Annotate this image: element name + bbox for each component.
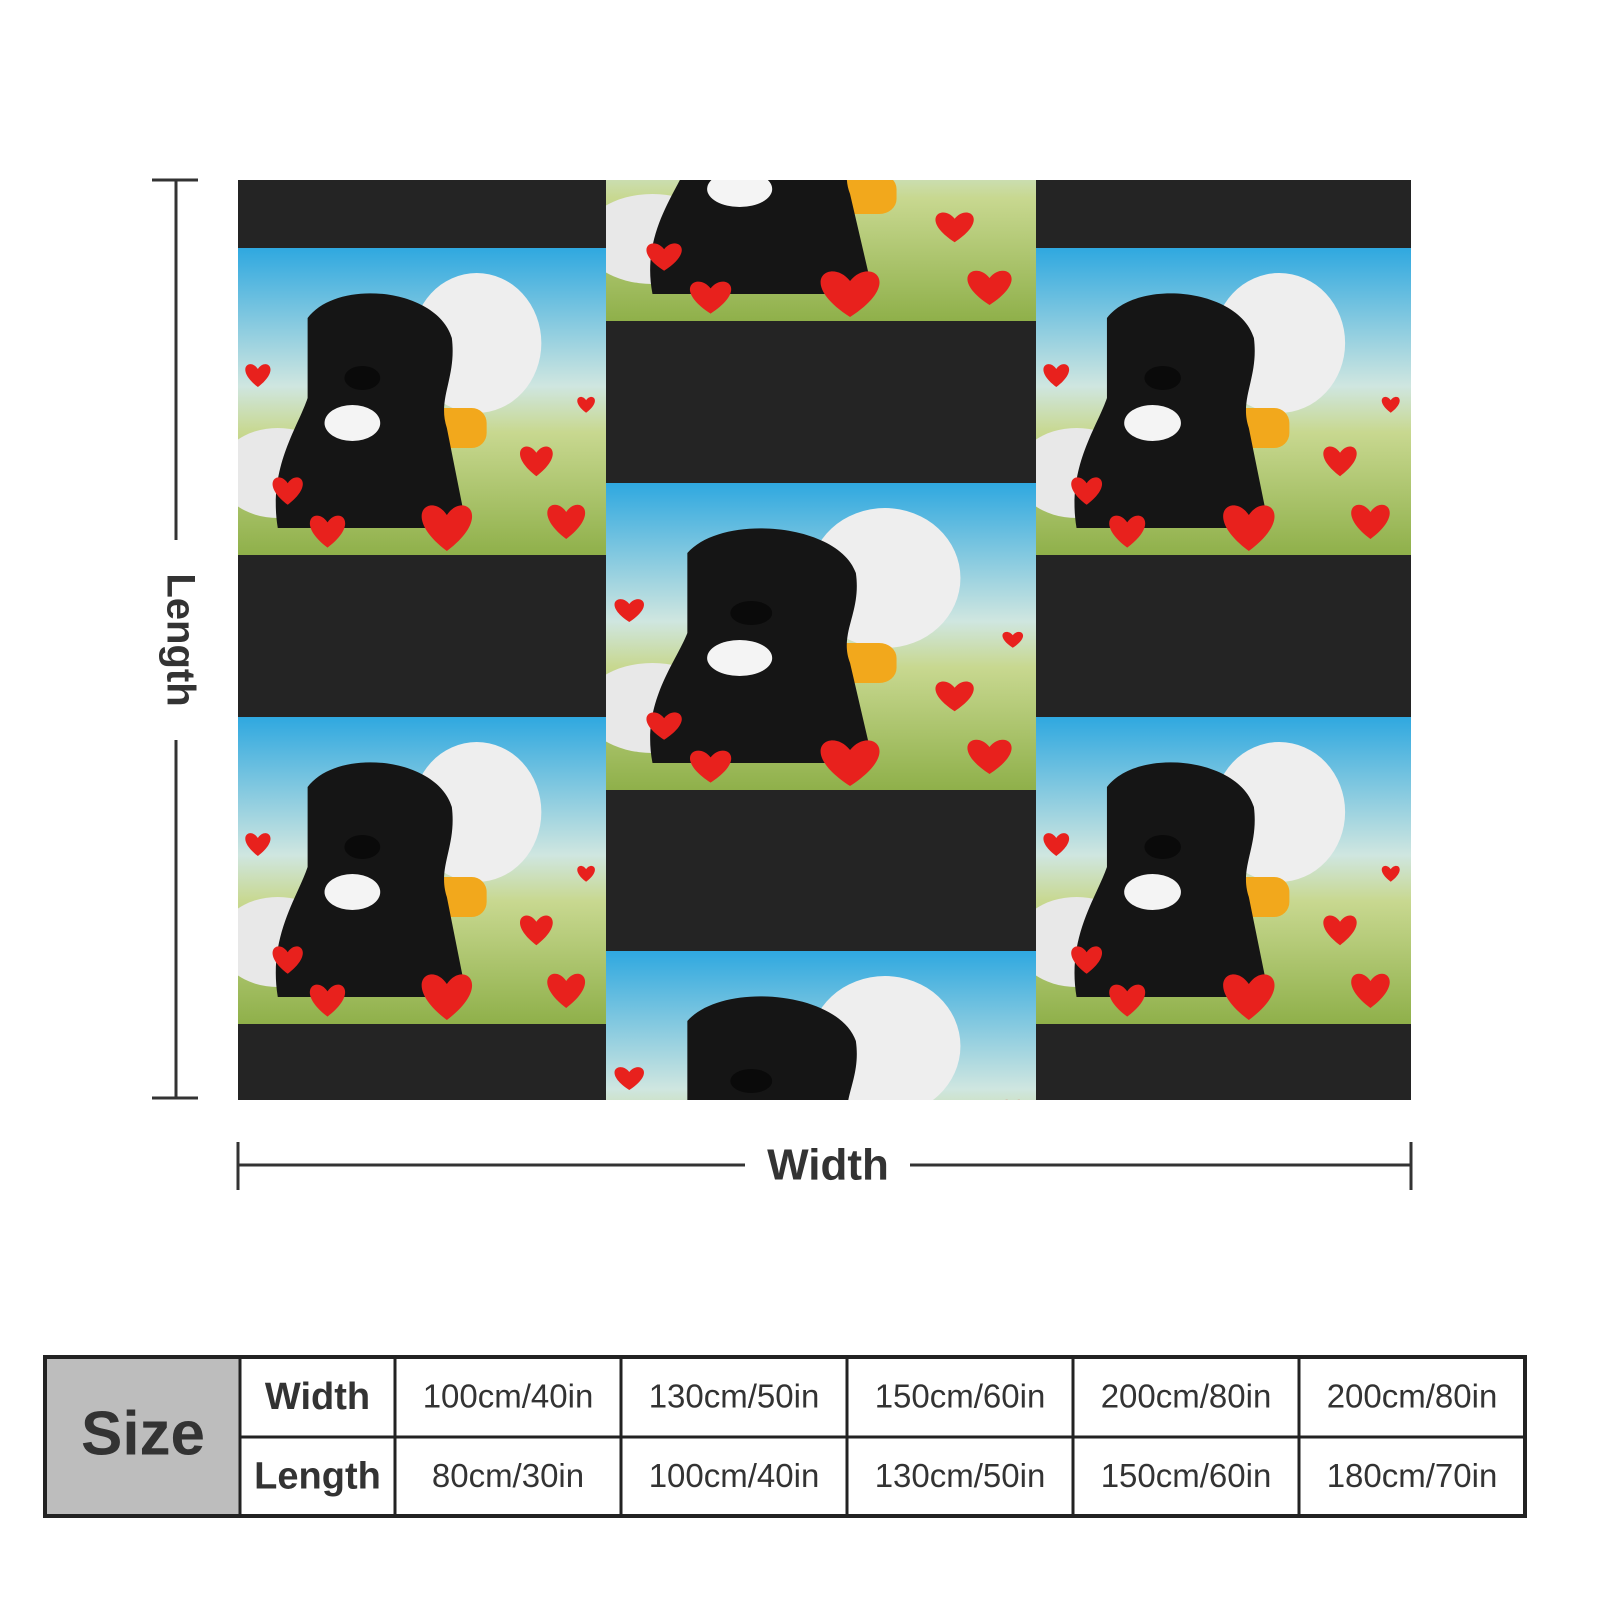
length-label: Length xyxy=(158,573,202,706)
width-label: Width xyxy=(767,1141,889,1190)
table-cell: 130cm/50in xyxy=(875,1457,1046,1494)
table-cell: 100cm/40in xyxy=(423,1378,594,1415)
size-header: Size xyxy=(81,1399,205,1468)
row-header: Width xyxy=(265,1376,370,1418)
dimension-lines xyxy=(152,178,1413,1190)
table-cell: 130cm/50in xyxy=(649,1378,820,1415)
table-cell: 150cm/60in xyxy=(1101,1457,1272,1494)
blanket xyxy=(238,180,1411,1100)
table-cell: 200cm/80in xyxy=(1327,1378,1498,1415)
table-cell: 80cm/30in xyxy=(432,1457,584,1494)
size-table: Size Width 100cm/40in 130cm/50in 150cm/60in… xyxy=(43,1355,1527,1518)
row-header: Length xyxy=(254,1456,381,1498)
table-cell: 180cm/70in xyxy=(1327,1457,1498,1494)
table-cell: 100cm/40in xyxy=(649,1457,820,1494)
table-cell: 150cm/60in xyxy=(875,1378,1046,1415)
table-cell: 200cm/80in xyxy=(1101,1378,1272,1415)
